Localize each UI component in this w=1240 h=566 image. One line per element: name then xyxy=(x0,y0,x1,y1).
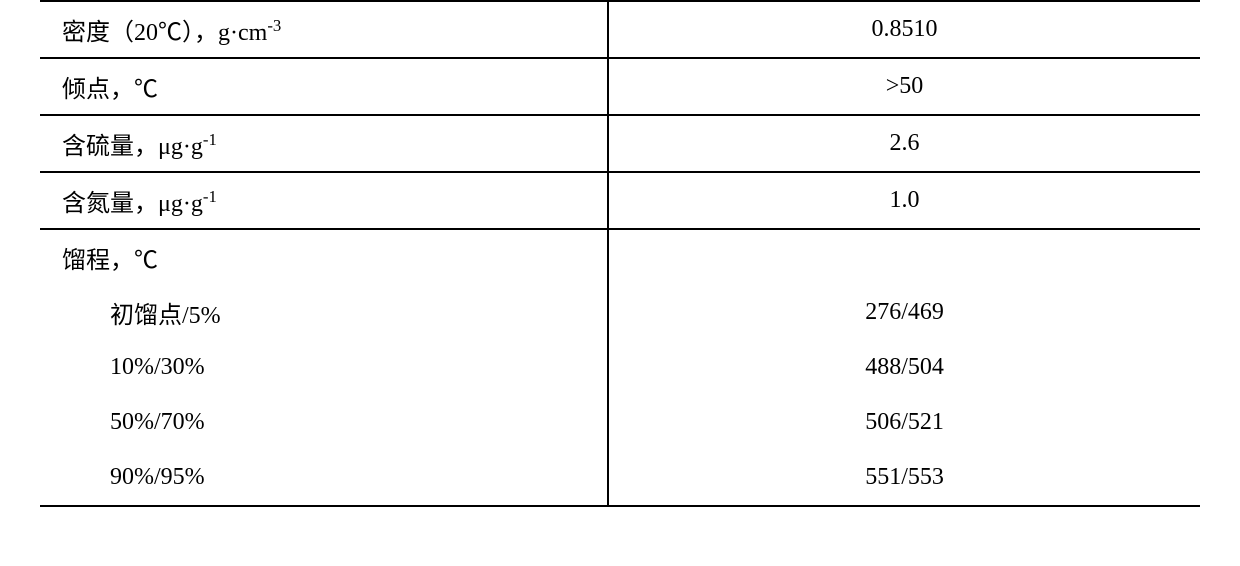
properties-table: 密度（20℃），g·cm-30.8510倾点，℃>50含硫量，μg·g-12.6… xyxy=(40,0,1200,507)
table-row: 含氮量，μg·g-11.0 xyxy=(40,172,1200,229)
table-row: 倾点，℃>50 xyxy=(40,58,1200,115)
table-row: 50%/70%506/521 xyxy=(40,395,1200,450)
property-value: 1.0 xyxy=(608,172,1200,229)
table-row: 初馏点/5%276/469 xyxy=(40,285,1200,340)
table-row: 馏程，℃ xyxy=(40,229,1200,285)
table-row: 10%/30%488/504 xyxy=(40,340,1200,395)
property-value xyxy=(608,229,1200,285)
property-value: 2.6 xyxy=(608,115,1200,172)
property-label: 10%/30% xyxy=(40,340,608,395)
property-label: 含硫量，μg·g-1 xyxy=(40,115,608,172)
page: 密度（20℃），g·cm-30.8510倾点，℃>50含硫量，μg·g-12.6… xyxy=(0,0,1240,566)
property-value: >50 xyxy=(608,58,1200,115)
table-row: 90%/95%551/553 xyxy=(40,450,1200,506)
property-label: 50%/70% xyxy=(40,395,608,450)
table-row: 含硫量，μg·g-12.6 xyxy=(40,115,1200,172)
property-value: 488/504 xyxy=(608,340,1200,395)
property-label: 馏程，℃ xyxy=(40,229,608,285)
property-value: 0.8510 xyxy=(608,1,1200,58)
table-row: 密度（20℃），g·cm-30.8510 xyxy=(40,1,1200,58)
property-value: 276/469 xyxy=(608,285,1200,340)
property-label: 密度（20℃），g·cm-3 xyxy=(40,1,608,58)
property-label: 初馏点/5% xyxy=(40,285,608,340)
properties-table-body: 密度（20℃），g·cm-30.8510倾点，℃>50含硫量，μg·g-12.6… xyxy=(40,1,1200,506)
property-label: 倾点，℃ xyxy=(40,58,608,115)
property-value: 551/553 xyxy=(608,450,1200,506)
property-label: 90%/95% xyxy=(40,450,608,506)
property-value: 506/521 xyxy=(608,395,1200,450)
property-label: 含氮量，μg·g-1 xyxy=(40,172,608,229)
